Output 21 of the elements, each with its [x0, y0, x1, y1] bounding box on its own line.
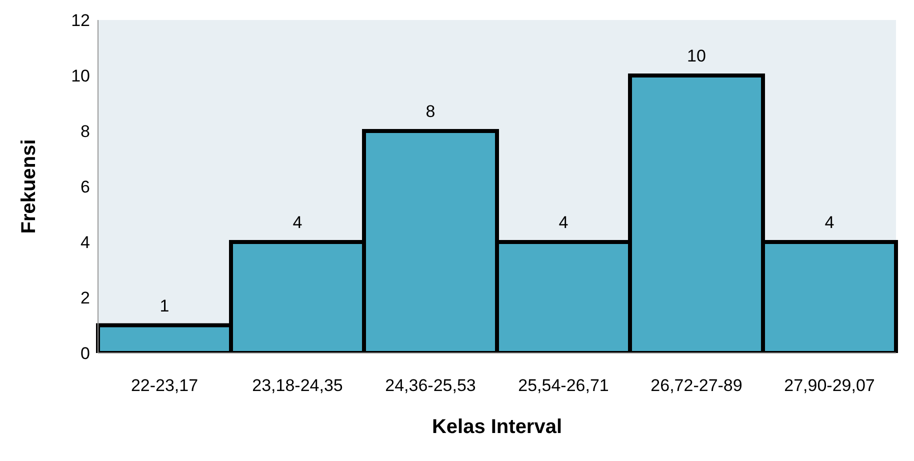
- y-tick-label: 12: [71, 11, 90, 30]
- y-tick-label: 0: [80, 344, 90, 364]
- y-tick-label: 6: [80, 178, 90, 197]
- data-label: 10: [687, 46, 706, 66]
- y-tick-label: 10: [71, 66, 90, 86]
- data-label: 1: [160, 296, 170, 316]
- y-axis-title: Frekuensi: [18, 139, 40, 234]
- data-label: 4: [292, 213, 302, 232]
- x-tick-label: 26,72-27-89: [650, 376, 742, 396]
- x-axis-title: Kelas Interval: [432, 416, 562, 438]
- x-tick-label: 27,90-29,07: [784, 376, 875, 396]
- data-label: 4: [558, 213, 568, 232]
- data-label: 8: [426, 102, 436, 121]
- y-tick-label: 4: [80, 233, 90, 252]
- x-tick-label: 24,36-25,53: [385, 376, 476, 396]
- data-label: 4: [824, 213, 834, 232]
- y-tick-label: 8: [80, 122, 90, 142]
- y-tick-label: 2: [80, 288, 90, 308]
- x-tick-label: 22-23,17: [130, 376, 198, 396]
- x-tick-label: 23,18-24,35: [252, 376, 343, 396]
- x-tick-label: 25,54-26,71: [518, 376, 609, 396]
